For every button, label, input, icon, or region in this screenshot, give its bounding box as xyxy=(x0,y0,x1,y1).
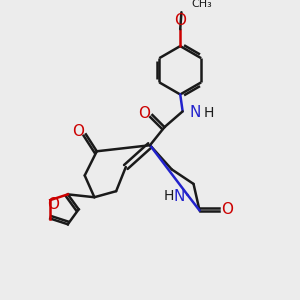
Text: O: O xyxy=(139,106,151,121)
Text: O: O xyxy=(174,13,186,28)
Text: H: H xyxy=(203,106,214,120)
Text: O: O xyxy=(221,202,233,217)
Text: O: O xyxy=(46,197,58,212)
Text: O: O xyxy=(72,124,84,140)
Text: H: H xyxy=(164,189,174,203)
Text: CH₃: CH₃ xyxy=(191,0,212,9)
Text: N: N xyxy=(173,188,185,203)
Text: N: N xyxy=(190,105,201,120)
